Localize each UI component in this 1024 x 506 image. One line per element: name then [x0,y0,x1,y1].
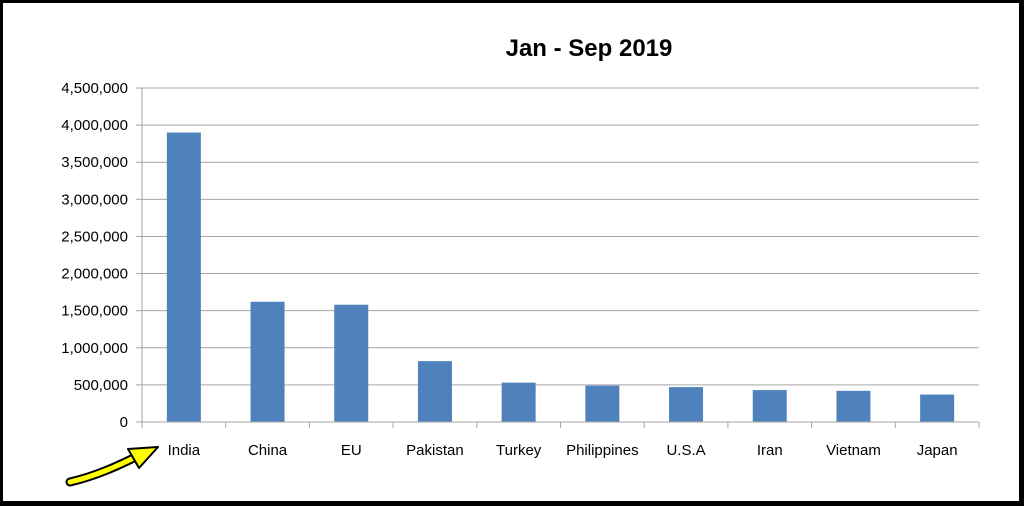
y-tick-label: 3,000,000 [61,191,128,208]
bar [334,304,369,422]
x-tick-label: Japan [917,442,958,459]
x-tick-label: China [248,442,288,459]
y-axis-tick-labels: 0 500,000 1,000,000 1,500,000 2,000,000 2,500… [61,80,128,431]
y-tick-label: 500,000 [74,377,128,394]
x-tick-label: India [168,442,201,459]
x-tick-label: Turkey [496,442,542,459]
x-tick-label: Vietnam [826,442,881,459]
y-tick-label: 1,000,000 [61,340,128,357]
bar [669,387,704,422]
bar [166,132,201,423]
chart-title: Jan - Sep 2019 [506,35,673,62]
y-tick-label: 1,500,000 [61,303,128,320]
y-tick-label: 2,500,000 [61,228,128,245]
y-tick-label: 4,000,000 [61,117,128,134]
y-tick-label: 3,500,000 [61,154,128,171]
y-tick-label: 2,000,000 [61,266,128,283]
bar [752,390,787,422]
x-tick-label: Philippines [566,442,639,459]
y-tick-label: 4,500,000 [61,80,128,97]
x-axis-tick-labels: India China EU Pakistan Turkey Philippines U.S… [168,442,958,459]
annotation-arrow [65,446,159,487]
x-tick-label: U.S.A [666,442,705,459]
bar [585,385,620,422]
x-tick-label: EU [341,442,362,459]
axes [136,87,980,428]
bar [250,301,285,422]
y-tick-label: 0 [120,414,128,431]
bar-series [166,132,955,423]
bar [501,382,536,422]
bar [920,394,955,422]
x-tick-label: Pakistan [406,442,464,459]
x-tick-label: Iran [757,442,783,459]
bar [417,361,452,422]
arrowhead-icon [127,446,159,469]
bar [836,390,871,422]
